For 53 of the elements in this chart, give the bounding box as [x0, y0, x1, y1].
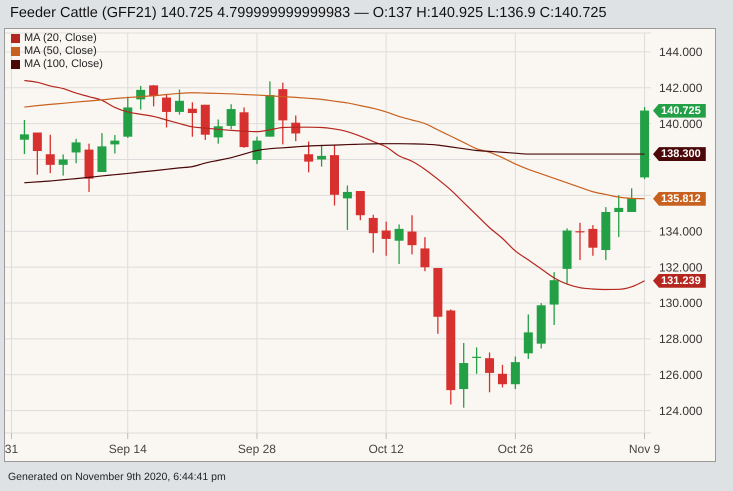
candlestick: [188, 102, 197, 138]
y-tick-label: 128.000: [659, 332, 703, 346]
y-tick-label: 124.000: [659, 404, 703, 418]
candlestick: [252, 136, 262, 165]
candlestick: [614, 194, 624, 238]
candlestick: [20, 119, 29, 155]
candlestick: [408, 214, 417, 255]
x-tick-label: Sep 28: [238, 442, 276, 456]
candlestick: [342, 184, 352, 231]
legend-label: MA (100, Close): [23, 58, 103, 71]
candlestick: [498, 364, 507, 388]
annotation: 138.300: [661, 148, 701, 160]
candlestick: [627, 188, 636, 213]
candlestick: [317, 144, 326, 168]
candlestick: [162, 94, 172, 128]
x-tick-label: Oct 12: [368, 442, 404, 456]
legend-label: MA (50, Close): [23, 45, 98, 58]
annotation: 131.239: [661, 274, 701, 287]
candlestick: [110, 134, 120, 154]
annotation: 135.812: [661, 192, 701, 205]
x-tick-label: Nov 9: [628, 442, 661, 456]
x-tick-label: 31: [4, 442, 18, 456]
candlestick: [46, 134, 55, 174]
candlestick: [588, 224, 598, 256]
candlestick: [72, 138, 81, 164]
line-series: [24, 80, 646, 290]
candlestick: [226, 104, 236, 130]
candlestick: [485, 352, 494, 393]
text: Generated on November 9th 2020, 6:44:41 pm: [8, 471, 226, 483]
y-tick-label: 130.000: [659, 296, 703, 310]
x-tick-label: Sep 14: [108, 442, 148, 456]
candlestick: [382, 221, 391, 256]
y-tick-label: 144.000: [659, 45, 703, 60]
candlestick: [149, 84, 158, 108]
y-tick-label: 142.000: [659, 80, 703, 95]
candlestick: [58, 154, 68, 176]
candlestick: [174, 88, 184, 116]
candlestick: [420, 236, 430, 272]
candlestick: [32, 132, 42, 176]
y-tick-label: 134.000: [659, 224, 703, 238]
y-tick-label: 140.000: [659, 116, 703, 131]
chart-title: Feeder Cattle (GFF21) 140.725 4.799999999999983 — O:137 H:140.925 L:136.9 C:140.725: [10, 5, 607, 21]
legend-label: MA (20, Close): [23, 32, 98, 45]
annotation: 140.725: [661, 104, 701, 117]
candlestick: [368, 214, 378, 254]
y-tick-label: 132.000: [659, 260, 703, 274]
candlestick: [575, 222, 584, 261]
candlestick: [304, 140, 314, 174]
y-tick-label: 126.000: [659, 368, 703, 382]
candlestick: [510, 356, 520, 390]
candlestick: [394, 224, 404, 265]
x-tick-label: Oct 26: [498, 442, 534, 456]
candlestick: [524, 314, 533, 360]
